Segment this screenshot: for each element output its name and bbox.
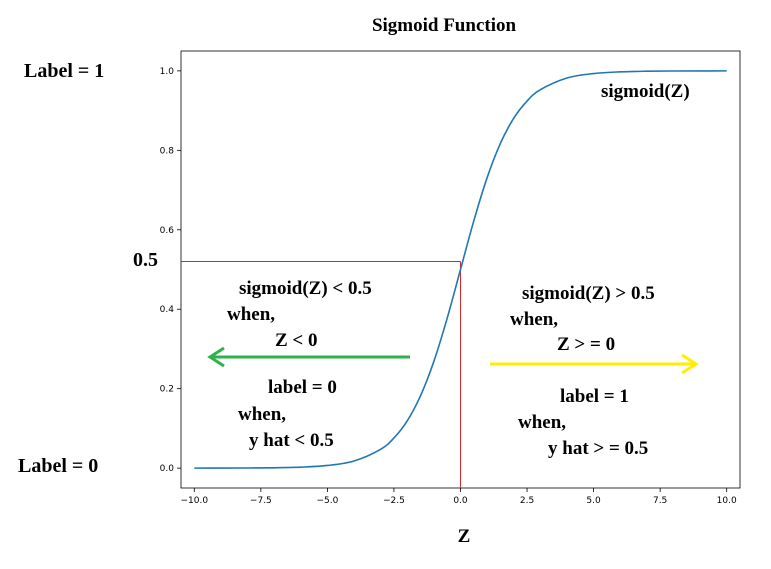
x-tick-label: −7.5 xyxy=(250,496,272,506)
left-block-line2: when, xyxy=(227,304,275,325)
y-axis-ticks: 0.0 0.2 0.4 0.6 0.8 1.0 xyxy=(160,67,181,474)
x-axis-label: Z xyxy=(458,526,471,547)
left-block-line1: sigmoid(Z) < 0.5 xyxy=(239,278,372,299)
y-tick-label: 0.6 xyxy=(160,226,175,236)
half-mark-text: 0.5 xyxy=(133,249,158,271)
x-tick-label: −5.0 xyxy=(316,496,338,506)
sigmoid-curve xyxy=(194,70,727,469)
x-tick-label: 7.5 xyxy=(653,496,667,506)
label-zero-text: Label = 0 xyxy=(18,455,98,477)
x-tick-label: 5.0 xyxy=(586,496,601,506)
left-block-line3: Z < 0 xyxy=(275,330,318,351)
x-tick-label: 2.5 xyxy=(520,496,534,506)
y-tick-label: 0.0 xyxy=(160,464,175,474)
right-block-line1: sigmoid(Z) > 0.5 xyxy=(522,283,655,304)
right-block-line3: Z > = 0 xyxy=(557,334,615,355)
right-arrow-icon xyxy=(490,353,699,375)
x-tick-label: 10.0 xyxy=(717,496,737,506)
left-block-line6: y hat < 0.5 xyxy=(249,430,334,451)
right-block-line6: y hat > = 0.5 xyxy=(548,438,648,459)
curve-label: sigmoid(Z) xyxy=(601,81,690,102)
y-tick-label: 0.4 xyxy=(160,305,175,315)
chart-title: Sigmoid Function xyxy=(372,15,517,36)
x-axis-ticks: −10.0 −7.5 −5.0 −2.5 0.0 2.5 5.0 7.5 10.0 xyxy=(181,488,737,506)
right-block-line2: when, xyxy=(510,309,558,330)
left-block-line4: label = 0 xyxy=(268,377,337,398)
x-tick-label: −10.0 xyxy=(181,496,209,506)
y-tick-label: 0.8 xyxy=(160,146,175,156)
y-tick-label: 0.2 xyxy=(160,385,174,395)
x-tick-label: 0.0 xyxy=(453,496,468,506)
right-block-line5: when, xyxy=(518,412,566,433)
x-tick-label: −2.5 xyxy=(383,496,405,506)
right-block-line4: label = 1 xyxy=(560,386,629,407)
y-tick-label: 1.0 xyxy=(160,67,175,77)
left-arrow-icon xyxy=(207,346,410,368)
label-one-text: Label = 1 xyxy=(24,60,104,82)
left-block-line5: when, xyxy=(238,404,286,425)
